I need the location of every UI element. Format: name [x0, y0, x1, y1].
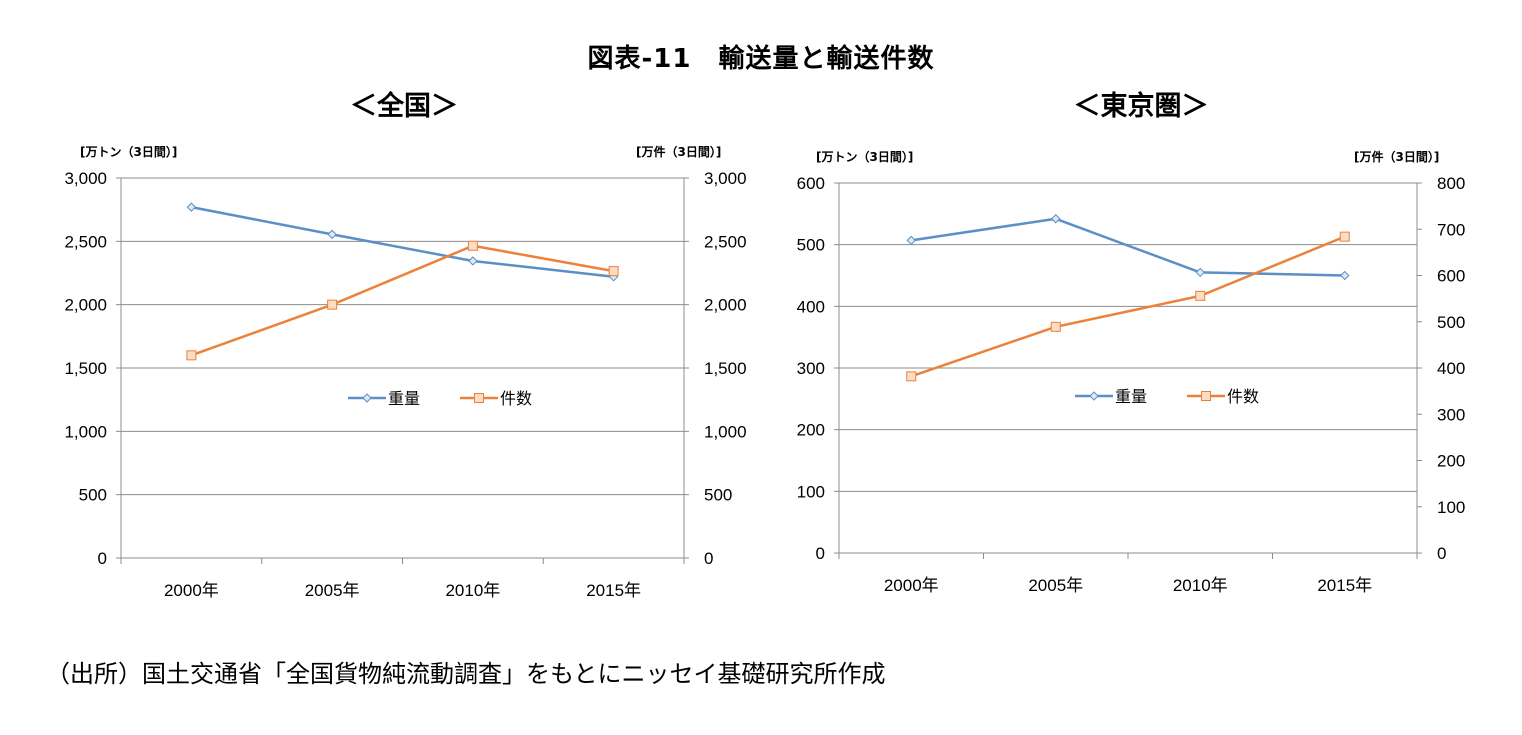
chart-title-tokyo: ＜東京圏＞ [1073, 91, 1209, 122]
legend-label-national: 重量 [388, 390, 420, 408]
y-left-label-tokyo: [万トン（3日間）] [816, 150, 914, 164]
y-left-tick-label-national: 500 [79, 486, 107, 505]
x-tick-label-national: 2010年 [445, 581, 500, 600]
y-right-tick-label-national: 0 [704, 549, 713, 568]
data-point-weight-tokyo [1051, 214, 1061, 224]
y-right-tick-label-tokyo: 300 [1437, 405, 1465, 424]
y-left-label-national: [万トン（3日間）] [80, 145, 178, 159]
series-line-件数-national [190, 244, 614, 357]
line-chart-tokyo: 0 100 200 300 400 500 600 0 100 200 300 400 500 600 70… [797, 174, 1466, 595]
series-line-重量-tokyo [911, 217, 1345, 277]
y-right-tick-label-national: 500 [704, 486, 732, 505]
data-point-count-tokyo [1050, 321, 1061, 332]
data-point-weight-national [327, 229, 337, 240]
y-left-tick-label-tokyo: 300 [797, 359, 825, 378]
x-tick-label-tokyo: 2005年 [1028, 576, 1083, 595]
y-right-tick-label-tokyo: 100 [1437, 498, 1465, 517]
x-tick-label-tokyo: 2015年 [1317, 576, 1372, 595]
data-point-count-national [186, 350, 197, 361]
source-note: （出所）国土交通省「全国貨物純流動調査」をもとにニッセイ基礎研究所作成 [46, 660, 886, 688]
y-right-tick-label-tokyo: 400 [1437, 359, 1465, 378]
x-tick-label-national: 2005年 [305, 581, 360, 600]
data-point-count-national [467, 240, 478, 251]
x-tick-label-national: 2000年 [164, 581, 219, 600]
y-left-tick-label-tokyo: 100 [797, 482, 825, 501]
data-point-weight-tokyo [1195, 267, 1205, 278]
data-point-count-tokyo [1195, 290, 1206, 301]
data-point-weight-tokyo [906, 235, 916, 246]
y-right-tick-label-tokyo: 0 [1437, 544, 1446, 563]
line-chart-national: 0 500 1,000 1,500 2,000 2,500 3,000 0 500 1,000 1,… [64, 169, 746, 600]
legend-label-tokyo: 重量 [1115, 388, 1147, 406]
y-right-tick-label-tokyo: 500 [1437, 313, 1465, 332]
legend-marker-national [474, 393, 484, 403]
y-right-tick-label-national: 3,000 [704, 169, 747, 188]
chart-title-national: ＜全国＞ [350, 91, 458, 122]
series-line-重量-national [191, 205, 614, 279]
x-tick-label-tokyo: 2000年 [884, 576, 939, 595]
legend-marker-tokyo [1201, 391, 1211, 401]
legend-marker-national [362, 393, 372, 403]
figure-title: 図表-11 輸送量と輸送件数 [587, 44, 935, 74]
y-left-tick-label-tokyo: 400 [797, 297, 825, 316]
y-right-label-national: [万件（3日間）] [636, 145, 722, 159]
y-left-tick-label-tokyo: 200 [797, 421, 825, 440]
data-point-count-tokyo [1339, 231, 1350, 242]
y-right-tick-label-tokyo: 700 [1437, 220, 1465, 239]
y-left-tick-label-national: 3,000 [64, 169, 107, 188]
y-left-tick-label-national: 2,000 [64, 296, 107, 315]
y-right-tick-label-tokyo: 800 [1437, 174, 1465, 193]
y-right-label-tokyo: [万件（3日間）] [1354, 150, 1440, 164]
y-left-tick-label-tokyo: 600 [797, 174, 825, 193]
legend-marker-tokyo [1089, 391, 1099, 401]
y-left-tick-label-national: 1,500 [64, 359, 107, 378]
series-line-件数-tokyo [910, 235, 1346, 378]
y-left-tick-label-tokyo: 0 [816, 544, 825, 563]
y-right-tick-label-national: 1,500 [704, 359, 747, 378]
y-left-tick-label-tokyo: 500 [797, 236, 825, 255]
legend-label-national: 件数 [500, 390, 532, 408]
x-tick-label-tokyo: 2010年 [1173, 576, 1228, 595]
data-point-weight-tokyo [1340, 270, 1350, 281]
data-point-weight-national [468, 256, 478, 266]
y-right-tick-label-tokyo: 200 [1437, 452, 1465, 471]
y-right-tick-label-national: 2,500 [704, 232, 747, 251]
y-right-tick-label-tokyo: 600 [1437, 267, 1465, 286]
y-left-tick-label-national: 1,000 [64, 422, 107, 441]
legend-label-tokyo: 件数 [1227, 388, 1259, 406]
y-left-tick-label-national: 0 [98, 549, 107, 568]
y-left-tick-label-national: 2,500 [64, 232, 107, 251]
data-point-count-national [608, 266, 619, 277]
y-right-tick-label-national: 1,000 [704, 422, 747, 441]
x-tick-label-national: 2015年 [586, 581, 641, 600]
y-right-tick-label-national: 2,000 [704, 296, 747, 315]
data-point-count-tokyo [906, 371, 917, 382]
data-point-weight-national [186, 202, 197, 212]
data-point-count-national [327, 299, 338, 310]
